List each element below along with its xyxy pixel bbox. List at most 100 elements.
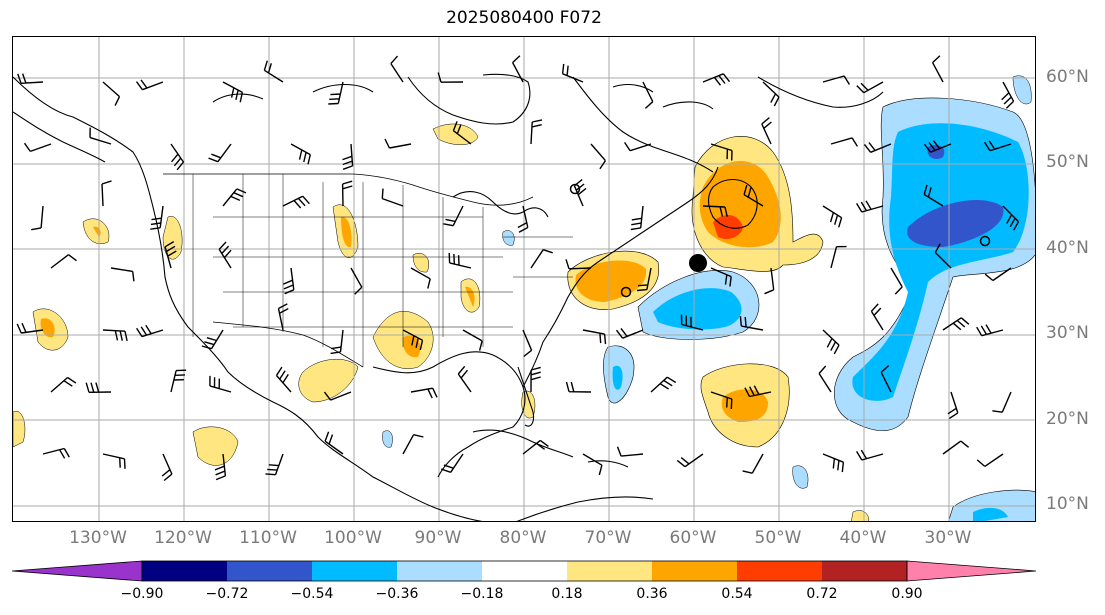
lat-label-20n: 20°N (1046, 409, 1089, 429)
wind-barb (328, 81, 344, 105)
wind-barb (448, 252, 472, 269)
wind-barbs (16, 55, 1020, 482)
wind-barb (856, 81, 884, 94)
wind-barb (856, 449, 884, 461)
wind-barb (208, 143, 232, 163)
wind-barb (214, 453, 227, 481)
wind-barb (822, 329, 840, 355)
north-america-west-coast (13, 76, 483, 521)
wind-barb (710, 391, 733, 410)
lon-label-60w: 60°W (669, 528, 717, 548)
wind-barb (209, 375, 232, 393)
great-lakes (452, 191, 549, 218)
wind-barb (976, 324, 1004, 337)
colorbar-label: 0.72 (806, 586, 838, 602)
wind-barb (923, 184, 944, 207)
hudson-bay (407, 73, 531, 125)
colorbar-segment (482, 561, 567, 581)
wind-barb (17, 73, 44, 84)
wind-barb (830, 245, 847, 269)
colorbar-label: 0.90 (891, 586, 923, 602)
wind-barb (522, 329, 533, 358)
lon-label-90w: 90°W (414, 528, 462, 548)
wind-barb (50, 376, 77, 393)
wind-barb (702, 73, 731, 86)
wind-barb (744, 385, 772, 398)
lat-label-40n: 40°N (1046, 238, 1089, 258)
colorbar-label: −0.36 (375, 586, 419, 602)
wind-barb (676, 453, 704, 468)
colorbar-label: −0.54 (290, 586, 334, 602)
wind-barb (870, 303, 884, 331)
colorbar-segment (822, 561, 907, 581)
wind-barb (680, 314, 704, 331)
south-america-coast (516, 496, 654, 521)
wind-barb (101, 180, 112, 207)
lon-label-70w: 70°W (584, 528, 632, 548)
wind-barb (342, 143, 354, 170)
wind-barb (23, 142, 52, 153)
colorbar-segment-gt-090 (906, 560, 1037, 582)
colorbar-segment (652, 561, 737, 581)
florida (517, 366, 535, 427)
wind-barb (102, 329, 128, 342)
labrador-coast (572, 76, 714, 173)
lon-label-50w: 50°W (754, 528, 802, 548)
canada-us-border (163, 173, 534, 206)
contour-fills (13, 75, 1035, 521)
lon-label-80w: 80°W (499, 528, 547, 548)
lon-label-30w: 30°W (924, 528, 972, 548)
lon-label-120w: 120°W (154, 528, 212, 548)
wind-barb (263, 60, 284, 83)
map-canvas (13, 37, 1035, 521)
wind-barb (636, 267, 652, 292)
wind-barb (402, 434, 424, 455)
wind-barb (218, 241, 232, 269)
hispaniola (587, 460, 629, 468)
colorbar-segment (227, 561, 312, 581)
wind-barb (85, 382, 112, 393)
lon-label-130w: 130°W (69, 528, 127, 548)
wind-barb (282, 195, 310, 209)
open-circle-marker (569, 183, 581, 195)
wind-barb (390, 55, 404, 83)
wind-barb (170, 143, 185, 171)
wind-barb (863, 142, 892, 153)
wind-barb (164, 241, 177, 269)
wind-barb (110, 267, 135, 282)
wind-barb (890, 267, 903, 295)
newfoundland (707, 178, 758, 229)
gulf-coast (372, 351, 526, 478)
colorbar-segment (142, 561, 227, 581)
wind-barb (1002, 205, 1020, 231)
lat-label-60n: 60°N (1046, 67, 1089, 87)
wind-barb (739, 316, 764, 331)
wind-barb (616, 446, 644, 457)
wind-barb (761, 117, 772, 145)
wind-barb (582, 329, 607, 345)
wind-barb (290, 143, 311, 165)
colorbar-label: −0.18 (460, 586, 504, 602)
wind-barb (992, 391, 1012, 413)
wind-barb (642, 81, 654, 109)
wind-barb (102, 81, 121, 106)
wind-barb (624, 142, 652, 152)
wind-barb (856, 200, 884, 213)
wind-barb (201, 329, 224, 350)
wind-barb (440, 453, 464, 473)
wind-barb (818, 365, 832, 393)
colorbar-label: 0.18 (551, 586, 583, 602)
map-panel (12, 36, 1036, 522)
wind-barb (31, 205, 44, 231)
wind-barb (350, 267, 363, 295)
wind-barb (50, 254, 77, 269)
east-coast (522, 166, 719, 388)
wind-barb (170, 369, 187, 393)
wind-barb (462, 329, 483, 351)
wind-barb (275, 366, 292, 393)
wind-barb (947, 391, 959, 419)
wind-barb (135, 79, 164, 91)
colorbar-segment (397, 561, 482, 581)
wind-barb (822, 453, 845, 473)
wind-barb (443, 205, 464, 227)
